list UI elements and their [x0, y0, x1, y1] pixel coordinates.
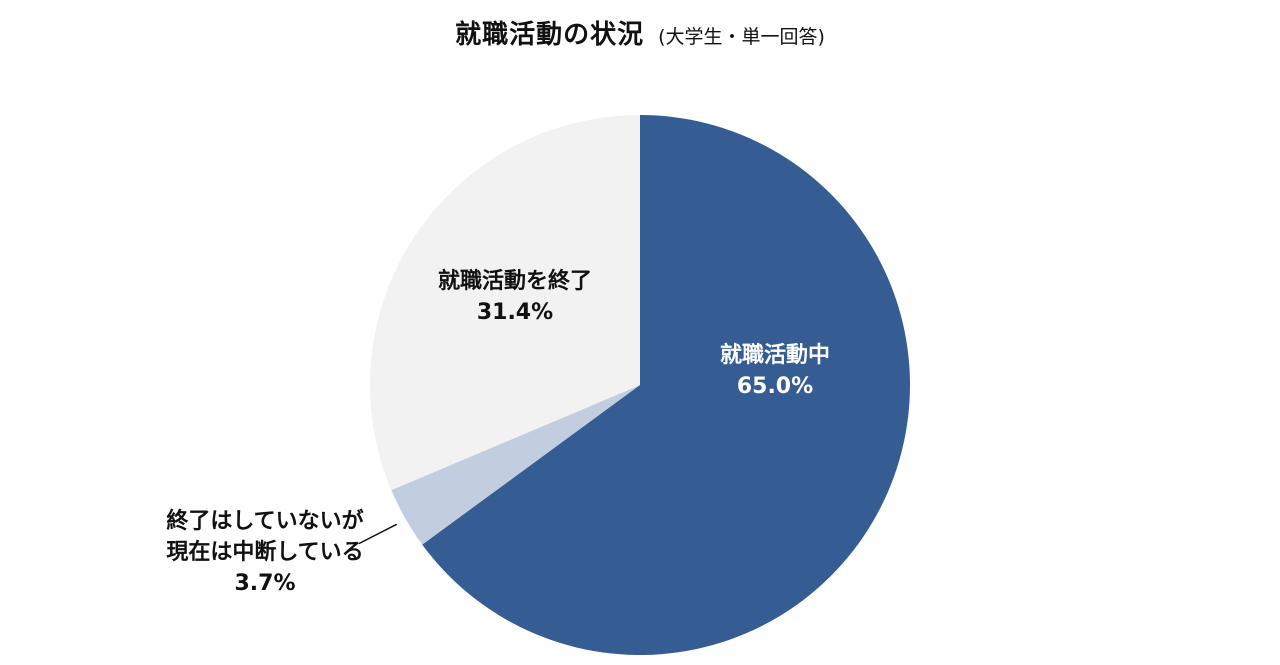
slice-label-paused-value: 3.7% [234, 571, 296, 596]
chart-title: 就職活動の状況 [455, 20, 645, 50]
slice-label-active-name: 就職活動中 [719, 343, 830, 368]
slice-label-active: 就職活動中 65.0% [705, 340, 845, 402]
chart-title-row: 就職活動の状況 (大学生・単一回答) [0, 14, 1280, 51]
slice-active [422, 115, 910, 655]
slice-label-paused: 終了はしていないが 現在は中断している 3.7% [120, 506, 410, 599]
slice-label-paused-line1: 終了はしていないが [166, 509, 364, 534]
slice-label-paused-line2: 現在は中断している [166, 540, 364, 565]
slice-label-active-value: 65.0% [736, 374, 814, 399]
slice-label-finished: 就職活動を終了 31.4% [410, 266, 620, 328]
slice-paused [391, 385, 640, 545]
slice-finished [370, 115, 640, 491]
slice-label-finished-value: 31.4% [476, 300, 554, 325]
slice-label-finished-name: 就職活動を終了 [437, 269, 592, 294]
leader-line-paused [358, 523, 398, 545]
chart-subtitle: (大学生・単一回答) [658, 26, 825, 48]
